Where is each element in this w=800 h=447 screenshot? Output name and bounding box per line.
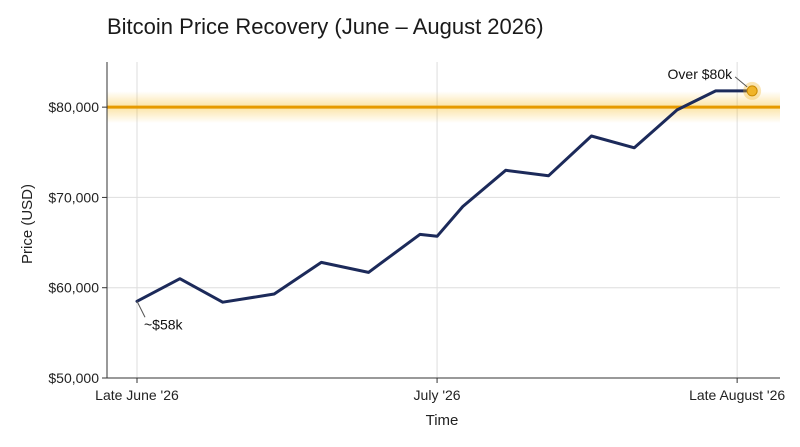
y-tick-label: $50,000 [48, 370, 99, 386]
annotation-high: Over $80k [668, 66, 734, 82]
chart-title: Bitcoin Price Recovery (June – August 20… [107, 14, 544, 39]
axis-layer: $50,000 $60,000 $70,000 $80,000 Late June '2… [48, 62, 785, 403]
annotation-leader [136, 301, 146, 318]
x-axis-label: Time [426, 412, 459, 429]
reference-layer [107, 91, 780, 124]
annotation-layer: ~$58k Over $80k [136, 66, 748, 332]
annotation-low: ~$58k [144, 316, 184, 332]
series-layer [135, 81, 762, 304]
price-line [135, 89, 754, 304]
annotation-leader [734, 76, 748, 88]
y-axis-label: Price (USD) [19, 184, 36, 264]
x-tick-label: Late June '26 [95, 387, 179, 403]
y-tick-label: $80,000 [48, 99, 99, 115]
x-tick-label: July '26 [414, 387, 461, 403]
highlight-point [746, 85, 758, 97]
y-tick-label: $60,000 [48, 280, 99, 296]
y-tick-label: $70,000 [48, 189, 99, 205]
x-tick-label: Late August '26 [689, 387, 785, 403]
